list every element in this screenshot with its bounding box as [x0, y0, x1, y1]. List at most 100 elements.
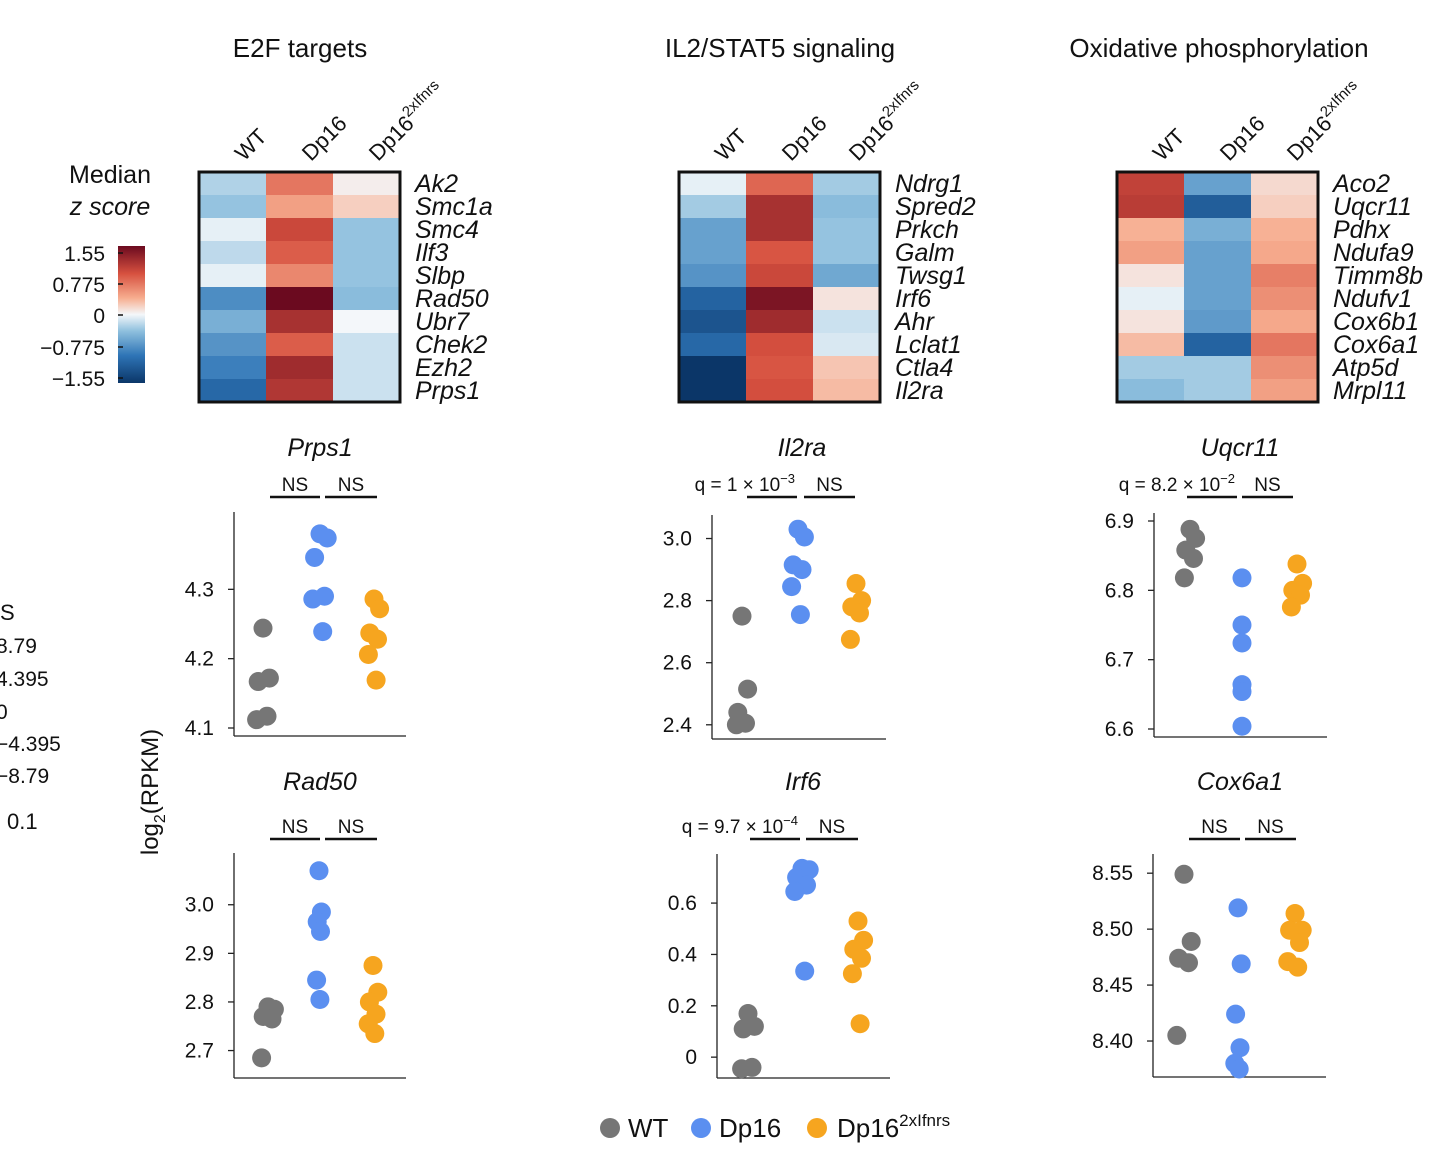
data-point: [1290, 933, 1309, 953]
heatmap-row-label: Rad50: [415, 285, 489, 313]
heatmap-cell: [813, 218, 881, 242]
heatmap-cell: [679, 241, 747, 265]
heatmap-cell: [813, 172, 881, 196]
heatmap-row-label: Uqcr11: [1333, 193, 1412, 221]
heatmap-cell: [746, 379, 814, 403]
scatter-panel: Prps1 4.1 4.2 4.3 NS NS: [185, 434, 406, 740]
heatmap-cell: [266, 287, 334, 311]
heatmap-cell: [1184, 379, 1252, 403]
data-point: [262, 1009, 282, 1029]
heatmap-cell: [746, 172, 814, 196]
scatter-title: Rad50: [283, 768, 357, 796]
heatmap-row-label: Ndrg1: [895, 170, 963, 198]
heatmap-cell: [333, 241, 401, 265]
heatmap-cell: [679, 195, 747, 219]
data-point: [1232, 633, 1252, 653]
comparison-label: NS: [819, 817, 845, 838]
heatmap-panel: IL2/STAT5 signaling WT Dp16 Dp162xIfnrs Ndrg…: [665, 33, 976, 405]
heatmap-cell: [266, 172, 334, 196]
data-point: [792, 560, 812, 580]
heatmap-cell: [813, 379, 881, 403]
data-point: [842, 964, 862, 984]
heatmap-cell: [333, 310, 401, 334]
heatmap-cell: [813, 310, 881, 334]
heatmap-cell: [813, 195, 881, 219]
heatmap-cell: [679, 310, 747, 334]
legend-ticks: 1.55 0.775 0 −0.775 −1.55: [40, 243, 123, 391]
heatmap-row-label: Il2ra: [895, 377, 944, 405]
scatter-title: Il2ra: [778, 434, 827, 462]
partial-legend-label: S: [0, 600, 15, 625]
heatmap-column-label: Dp162xIfnrs: [842, 77, 931, 166]
data-point: [370, 599, 390, 619]
heatmap-cell: [266, 241, 334, 265]
data-point: [1287, 554, 1307, 574]
data-point: [310, 990, 330, 1010]
heatmap-title: Oxidative phosphorylation: [1069, 33, 1368, 63]
heatmap-cell: [679, 333, 747, 357]
data-point: [1288, 957, 1308, 977]
data-point: [850, 1014, 870, 1034]
data-point: [305, 547, 325, 567]
heatmap-border: [197, 170, 402, 404]
heatmap-cell: [333, 287, 401, 311]
heatmap-cell: [1117, 333, 1185, 357]
heatmap-row-label: Ilf3: [415, 239, 448, 267]
key-marker-dp16: [691, 1118, 711, 1138]
data-point: [1228, 898, 1248, 918]
key-marker-dp16-2xifnrs: [807, 1118, 827, 1138]
heatmap-row-label: Prps1: [415, 377, 480, 405]
comparison-qvalue: q = 1 × 10−3: [695, 471, 795, 496]
heatmap-cell: [746, 241, 814, 265]
data-point: [840, 629, 860, 649]
heatmap-cell: [333, 333, 401, 357]
comparison-label: NS: [1257, 817, 1283, 838]
key-label-dp16: Dp16: [719, 1113, 781, 1143]
y-tick-label: 6.9: [1105, 510, 1134, 533]
heatmap-row-label: Cox6a1: [1333, 331, 1419, 359]
data-point: [1184, 548, 1203, 568]
heatmap-cell: [199, 333, 267, 357]
heatmap-row-label: Chek2: [415, 331, 487, 359]
y-tick-label: 8.55: [1092, 862, 1133, 885]
heatmap-row-label: Pdhx: [1333, 216, 1391, 244]
comparison-label: NS: [338, 475, 364, 496]
data-point: [253, 618, 273, 638]
heatmap-cell: [199, 218, 267, 242]
heatmap-cell: [1251, 379, 1319, 403]
heatmap-title: IL2/STAT5 signaling: [665, 33, 895, 63]
partial-legend-value: 4.395: [0, 668, 49, 691]
y-tick-label: 6.7: [1105, 649, 1134, 672]
heatmap-row-label: Galm: [895, 239, 955, 267]
heatmap-row-label: Timm8b: [1333, 262, 1423, 290]
legend-tick-label: 1.55: [64, 243, 105, 266]
heatmap-row-label: Ctla4: [895, 354, 953, 382]
legend-tick-label: 0: [93, 305, 105, 328]
heatmap-cell: [1251, 310, 1319, 334]
heatmap-cell: [1117, 264, 1185, 288]
heatmap-cell: [1251, 241, 1319, 265]
heatmap-row-label: Ndufa9: [1333, 239, 1414, 267]
heatmap-cell: [199, 356, 267, 380]
data-point: [782, 577, 802, 597]
legend-title-line2: z score: [69, 193, 151, 221]
y-tick-label: 8.50: [1092, 918, 1133, 941]
y-tick-label: 2.8: [663, 590, 692, 613]
partial-legend-value: −4.395: [0, 733, 61, 756]
data-point: [313, 622, 333, 642]
heatmap-column-label: Dp16: [777, 111, 832, 166]
heatmap-cell: [1251, 264, 1319, 288]
data-point: [366, 670, 386, 690]
heatmap-cell: [679, 379, 747, 403]
heatmap-cell: [813, 241, 881, 265]
key-label-dp16-2xifnrs: Dp162xIfnrs: [837, 1111, 950, 1143]
heatmap-cell: [1184, 264, 1252, 288]
scatter-panel: Cox6a1 8.40 8.45 8.50 8.55 NS NS: [1092, 768, 1326, 1079]
heatmap-row-label: Mrpl11: [1333, 377, 1408, 405]
data-point: [1232, 568, 1252, 588]
heatmap-column-label: WT: [710, 124, 752, 166]
heatmap-cell: [679, 287, 747, 311]
zscore-legend: Median z score 1.55 0.775 0 −0.775 −1.55: [40, 161, 151, 391]
